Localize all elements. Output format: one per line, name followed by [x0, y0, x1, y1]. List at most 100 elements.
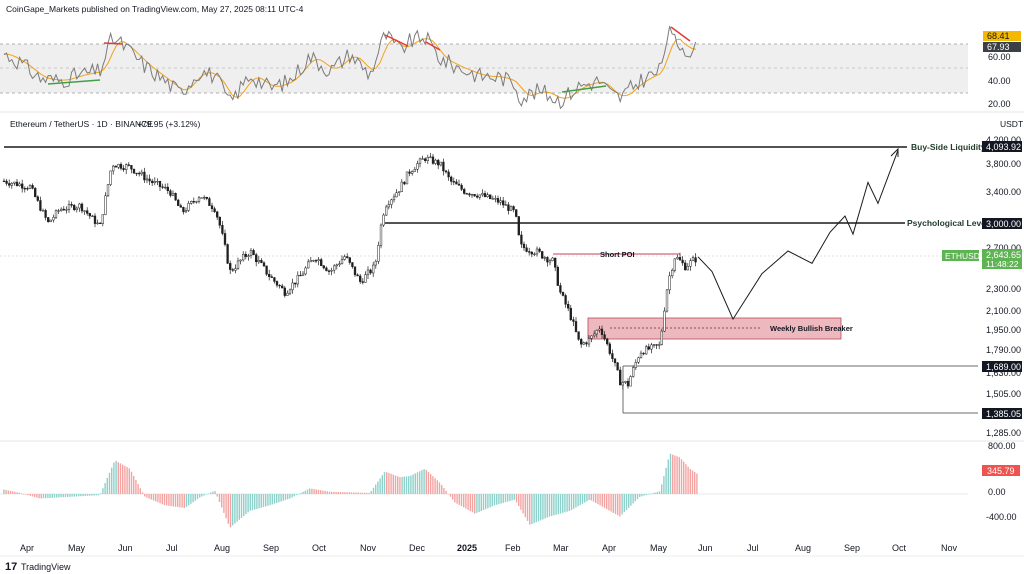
candle	[434, 159, 437, 164]
momentum-bar	[5, 489, 7, 494]
momentum-bar	[60, 494, 62, 498]
time-axis-label: Jul	[747, 543, 759, 553]
momentum-bar	[313, 489, 315, 494]
momentum-panel[interactable]: 800.00 0.00 -400.00 345.79	[0, 441, 1020, 528]
momentum-bar	[166, 494, 168, 506]
candle	[405, 171, 409, 185]
candle	[351, 262, 354, 268]
candle	[374, 261, 377, 266]
candle	[283, 287, 286, 296]
momentum-bar	[533, 494, 535, 524]
candle	[195, 201, 198, 203]
candle	[301, 273, 305, 276]
momentum-bar	[590, 494, 592, 501]
candle	[138, 172, 141, 175]
candle	[520, 234, 523, 245]
time-axis-label: Apr	[20, 543, 34, 553]
momentum-bar	[639, 494, 641, 498]
rsi-ma-value-badge	[983, 31, 1021, 41]
candle	[574, 321, 578, 332]
momentum-bar	[18, 492, 20, 494]
momentum-bar	[216, 494, 218, 497]
momentum-bar	[126, 467, 128, 494]
candle	[60, 208, 63, 211]
rsi-tick-label: 40.00	[988, 76, 1011, 86]
candle	[205, 196, 208, 199]
candle	[684, 262, 687, 271]
candle	[603, 334, 606, 340]
candle	[190, 201, 193, 204]
time-axis[interactable]: Apr May Jun Jul Aug Sep Oct Nov Dec 2025 Feb Mar Apr…	[20, 543, 958, 553]
momentum-bar	[425, 470, 427, 494]
candle	[626, 381, 630, 387]
momentum-bar	[465, 494, 467, 509]
momentum-bar	[95, 494, 97, 496]
momentum-bar	[144, 494, 146, 497]
momentum-bar	[553, 494, 555, 516]
momentum-bar	[562, 494, 564, 513]
momentum-bar	[511, 494, 513, 501]
momentum-bar	[225, 494, 227, 519]
momentum-bar	[588, 494, 590, 501]
psychological-level-label: Psychological Level	[907, 218, 988, 228]
candle	[218, 216, 221, 226]
price-tick-label: 2,100.00	[986, 306, 1021, 316]
momentum-bar	[658, 491, 661, 494]
candle	[369, 269, 372, 274]
candle	[203, 196, 206, 199]
candle	[543, 257, 546, 259]
candle	[10, 183, 13, 186]
candle	[481, 193, 484, 196]
momentum-bar	[471, 494, 474, 513]
momentum-bar	[309, 488, 311, 494]
momentum-bar	[69, 494, 71, 497]
momentum-bar	[410, 475, 412, 494]
momentum-bar	[421, 470, 423, 494]
momentum-bar	[537, 494, 540, 522]
candle	[457, 183, 461, 186]
candle	[546, 257, 549, 263]
candle	[208, 198, 211, 206]
candle	[294, 282, 297, 285]
momentum-bar	[161, 494, 163, 505]
rsi-panel[interactable]: 60.00 40.00 20.00 68.41 67.93	[0, 26, 1021, 110]
momentum-bar	[106, 477, 108, 494]
candle	[41, 210, 45, 212]
momentum-bar	[89, 494, 91, 496]
momentum-bar	[326, 491, 328, 494]
weekly-bullish-breaker-zone	[587, 317, 842, 340]
candle	[166, 186, 169, 192]
momentum-bar	[100, 493, 102, 494]
rsi-bearish-divergence-mark	[103, 42, 123, 45]
candle	[153, 181, 156, 184]
momentum-bar	[84, 494, 86, 496]
momentum-bar	[280, 494, 282, 502]
candle	[39, 200, 42, 211]
momentum-bar	[375, 484, 377, 494]
time-axis-label: Jul	[166, 543, 178, 553]
candle	[632, 367, 635, 377]
candle	[567, 303, 570, 309]
candle	[322, 265, 325, 269]
momentum-bar	[500, 494, 502, 504]
time-axis-label: May	[650, 543, 668, 553]
momentum-bar	[251, 494, 254, 511]
candle	[122, 168, 125, 170]
momentum-bar	[493, 494, 496, 506]
momentum-bar	[515, 494, 518, 503]
momentum-bar	[102, 488, 104, 494]
momentum-bar	[86, 494, 89, 496]
momentum-bar	[535, 494, 537, 523]
momentum-bar	[364, 492, 366, 494]
momentum-bar	[504, 494, 507, 503]
momentum-bar	[408, 476, 410, 494]
level-1385-badge	[982, 408, 1022, 419]
candle	[299, 274, 302, 277]
momentum-bar	[278, 494, 280, 503]
candle	[312, 260, 315, 262]
price-panel[interactable]: Ethereum / TetherUS · 1D · BINANCE +79.9…	[0, 119, 1023, 438]
candle	[387, 204, 390, 208]
price-axis[interactable]: 4,200.00 3,800.00 3,400.00 2,700.00 2,30…	[986, 135, 1021, 438]
projected-price-path	[697, 150, 899, 321]
